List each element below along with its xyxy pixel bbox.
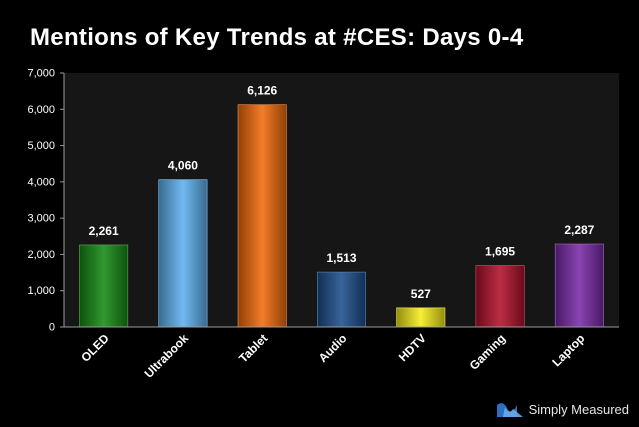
value-label-audio: 1,513	[326, 251, 356, 265]
y-tick-label: 4,000	[27, 176, 55, 188]
value-label-group: 2,261 4,060 6,126 1,513 527 1,695 2,287	[89, 84, 595, 301]
bar-laptop	[554, 243, 604, 328]
y-axis: 0 1,000 2,000 3,000 4,000 5,000 6,000 7,000	[27, 68, 64, 334]
brand-watermark: Simply Measured	[495, 399, 629, 419]
x-tick-label-oled: OLED	[78, 331, 112, 365]
value-label-gaming: 1,695	[485, 244, 515, 258]
x-tick-label-laptop: Laptop	[549, 331, 587, 369]
x-tick-label-audio: Audio	[316, 331, 350, 365]
value-label-laptop: 2,287	[564, 223, 594, 237]
x-tick-label-ultrabook: Ultrabook	[142, 331, 192, 381]
y-tick-label: 5,000	[27, 140, 55, 152]
x-axis: OLED Ultrabook Tablet Audio HDTV Gaming Laptop	[78, 331, 587, 381]
y-tick-label: 2,000	[27, 249, 55, 261]
bar-series	[79, 104, 604, 328]
bar-audio	[317, 271, 366, 328]
value-label-hdtv: 527	[411, 287, 431, 301]
x-tick-label-hdtv: HDTV	[396, 331, 429, 364]
value-label-oled: 2,261	[89, 224, 119, 238]
brand-label: Simply Measured	[528, 401, 629, 417]
y-tick-label: 3,000	[27, 213, 55, 225]
x-tick-label-gaming: Gaming	[467, 331, 508, 372]
value-label-ultrabook: 4,060	[168, 159, 198, 173]
bar-oled	[79, 244, 129, 328]
chart-title: Mentions of Key Trends at #CES: Days 0-4	[30, 24, 524, 51]
bar-gaming	[475, 265, 525, 328]
bar-hdtv	[396, 307, 446, 328]
bar-ultrabook	[158, 179, 208, 328]
simply-measured-logo-icon	[496, 403, 523, 417]
y-tick-label: 1,000	[27, 285, 55, 297]
y-tick-label: 7,000	[27, 68, 55, 80]
x-tick-label-tablet: Tablet	[236, 331, 270, 365]
value-label-tablet: 6,126	[247, 84, 277, 98]
y-tick-label: 6,000	[27, 104, 55, 116]
y-tick-label: 0	[49, 322, 55, 334]
bar-tablet	[237, 104, 287, 328]
